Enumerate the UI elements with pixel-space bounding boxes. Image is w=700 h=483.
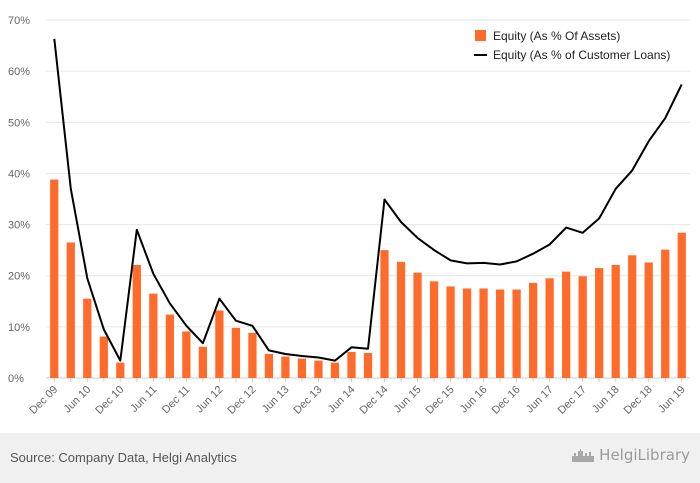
y-tick-label: 70% xyxy=(8,15,30,27)
x-tick-label: Dec 10 xyxy=(93,384,126,417)
legend-swatch-bar xyxy=(475,30,486,41)
bar xyxy=(116,362,125,378)
x-tick-label: Dec 11 xyxy=(160,384,193,417)
y-tick-label: 50% xyxy=(8,117,30,129)
bar xyxy=(281,356,290,378)
bar xyxy=(495,289,505,378)
x-tick-label: Jun 13 xyxy=(260,384,292,416)
legend-label-line: Equity (As % of Customer Loans) xyxy=(493,48,670,62)
bar xyxy=(363,352,373,378)
bar xyxy=(50,179,59,378)
x-tick-label: Dec 17 xyxy=(556,384,589,417)
bar xyxy=(545,278,554,378)
x-tick-label: Dec 09 xyxy=(27,384,60,417)
x-tick-label: Jun 12 xyxy=(194,384,226,416)
bar xyxy=(165,314,174,378)
brand-logo: HelgiLibrary xyxy=(571,446,690,464)
bar xyxy=(661,249,670,378)
y-tick-label: 40% xyxy=(8,168,30,180)
brand-name: HelgiLibrary xyxy=(599,446,690,464)
bar xyxy=(66,242,75,378)
bar xyxy=(413,272,422,378)
bar xyxy=(611,264,620,378)
bar xyxy=(529,282,538,378)
bar xyxy=(380,250,389,378)
bar xyxy=(628,255,637,378)
y-tick-label: 60% xyxy=(8,66,30,78)
bar xyxy=(231,327,241,378)
bar-series xyxy=(50,179,686,378)
bar xyxy=(479,288,488,378)
y-tick-label: 10% xyxy=(8,322,30,334)
bar xyxy=(198,346,207,378)
bar xyxy=(396,261,406,378)
x-tick-label: Dec 15 xyxy=(424,384,457,417)
bar xyxy=(83,298,92,378)
bar xyxy=(99,336,108,378)
bar xyxy=(562,271,571,378)
x-tick-label: Jun 10 xyxy=(62,384,94,416)
footer: Source: Company Data, Helgi Analytics He… xyxy=(0,433,700,483)
source-text: Source: Company Data, Helgi Analytics xyxy=(10,450,237,465)
bar xyxy=(512,289,521,378)
skyline-icon xyxy=(572,449,595,462)
x-tick-label: Dec 16 xyxy=(490,384,523,417)
series-line xyxy=(53,38,683,362)
grid-lines xyxy=(46,19,690,379)
x-tick-label: Jun 11 xyxy=(128,384,159,415)
bar xyxy=(264,353,274,378)
bar xyxy=(677,232,686,378)
x-axis: Dec 09 Jun 10 Dec 10 Jun 11 Dec 11 Jun 12 Dec … xyxy=(27,378,688,417)
bar xyxy=(215,310,224,378)
bar xyxy=(149,293,158,378)
bar xyxy=(347,351,356,378)
bar xyxy=(314,360,323,378)
bar xyxy=(644,262,653,378)
x-tick-label: Jun 19 xyxy=(656,384,688,416)
x-tick-label: Dec 14 xyxy=(357,384,390,417)
legend-label-bar: Equity (As % Of Assets) xyxy=(493,29,620,43)
bar xyxy=(182,331,191,378)
x-tick-label: Dec 12 xyxy=(225,384,258,417)
x-tick-label: Jun 16 xyxy=(458,384,490,416)
bar xyxy=(330,362,340,378)
x-tick-label: Jun 17 xyxy=(524,384,556,416)
bar xyxy=(132,264,141,378)
x-tick-label: Dec 18 xyxy=(622,384,655,417)
legend: Equity (As % Of Assets) Equity (As % of … xyxy=(474,29,670,62)
y-tick-label: 0% xyxy=(8,373,24,385)
y-tick-label: 30% xyxy=(8,220,30,232)
bar xyxy=(248,332,257,378)
bar xyxy=(429,281,439,378)
x-tick-label: Jun 14 xyxy=(326,384,358,416)
bar xyxy=(578,276,587,378)
bar xyxy=(297,358,307,378)
x-tick-label: Dec 13 xyxy=(291,384,324,417)
y-tick-label: 20% xyxy=(8,271,30,283)
x-tick-label: Jun 15 xyxy=(392,384,424,416)
bar xyxy=(446,286,455,378)
bar xyxy=(462,288,472,378)
line-series xyxy=(53,38,683,362)
bar xyxy=(595,268,604,378)
x-tick-label: Jun 18 xyxy=(590,384,622,416)
y-axis-ticks: 0% 10% 20% 30% 40% 50% 60% 70% xyxy=(8,15,30,385)
